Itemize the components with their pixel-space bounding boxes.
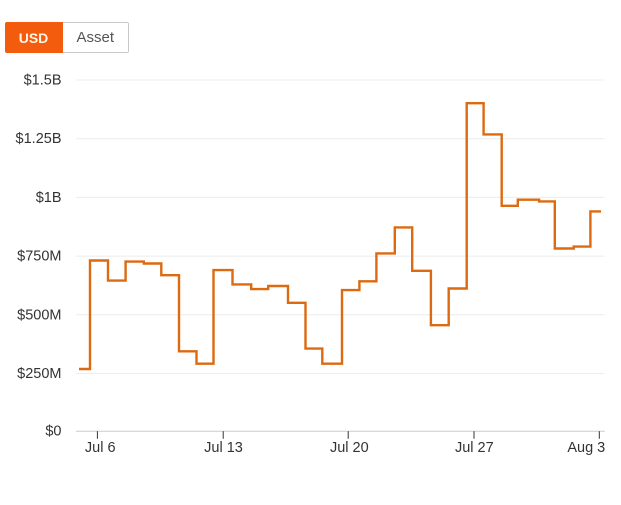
- svg-text:$1.25B: $1.25B: [16, 131, 62, 147]
- svg-text:$500M: $500M: [17, 307, 61, 323]
- svg-text:Jul 27: Jul 27: [455, 440, 494, 456]
- svg-text:$1.5B: $1.5B: [24, 73, 62, 89]
- svg-text:Jul 20: Jul 20: [330, 440, 369, 456]
- svg-text:$0: $0: [45, 424, 61, 440]
- svg-text:$750M: $750M: [17, 249, 61, 265]
- svg-text:Jul 13: Jul 13: [204, 440, 243, 456]
- svg-text:Aug 3: Aug 3: [567, 440, 605, 456]
- svg-text:$1B: $1B: [36, 190, 62, 206]
- svg-text:$250M: $250M: [17, 366, 61, 382]
- svg-text:Jul 6: Jul 6: [85, 440, 116, 456]
